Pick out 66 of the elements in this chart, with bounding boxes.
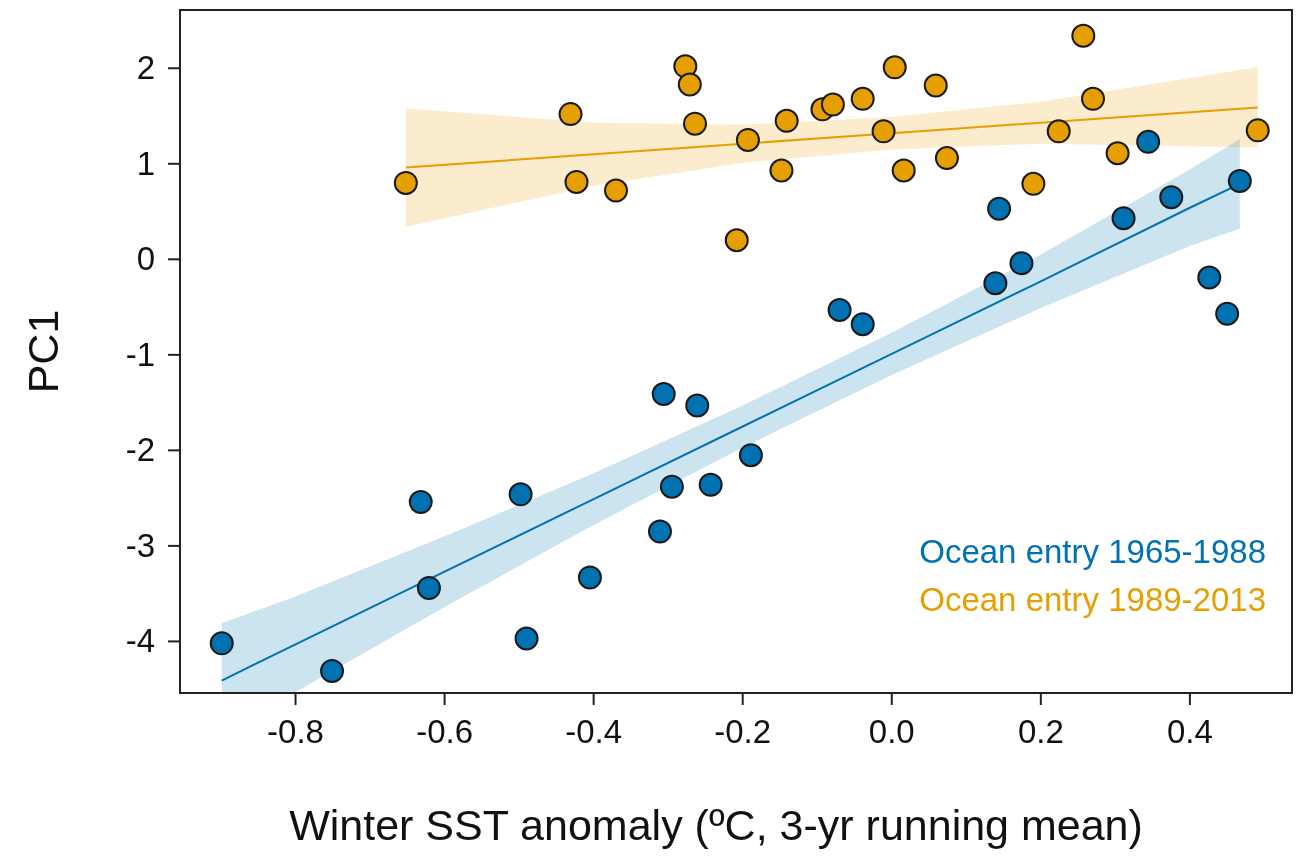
point xyxy=(983,271,1008,296)
line-series xyxy=(404,106,1259,169)
point xyxy=(1021,171,1046,196)
point xyxy=(882,55,907,80)
point xyxy=(934,146,959,171)
point xyxy=(1245,118,1270,143)
point xyxy=(820,92,845,117)
point xyxy=(1111,206,1136,231)
point xyxy=(738,443,763,468)
y-tick-label: 1 xyxy=(136,144,155,182)
point xyxy=(514,626,539,651)
point xyxy=(393,170,418,195)
point xyxy=(320,659,345,684)
y-tick-label: -1 xyxy=(125,335,155,373)
y-axis-title: PC1 xyxy=(19,309,67,394)
point xyxy=(1227,168,1252,193)
point xyxy=(558,102,583,127)
point xyxy=(698,472,723,497)
point xyxy=(508,482,533,507)
point xyxy=(1081,86,1105,111)
point xyxy=(209,631,234,656)
point xyxy=(577,565,602,590)
point xyxy=(769,158,794,183)
text: Ocean entry 1989-2013 xyxy=(919,581,1266,618)
point xyxy=(871,119,896,144)
point xyxy=(604,178,629,203)
point xyxy=(683,111,708,136)
y-tick-label: 0 xyxy=(136,240,155,278)
x-tick-label: 0.2 xyxy=(1017,713,1064,750)
x-tick-label: -0.8 xyxy=(267,713,324,750)
point xyxy=(564,169,589,194)
point xyxy=(416,575,441,600)
point xyxy=(774,108,799,133)
point xyxy=(1105,141,1130,166)
y-tick-label: -4 xyxy=(125,622,155,660)
point xyxy=(724,228,749,253)
point xyxy=(987,196,1012,221)
point xyxy=(685,393,710,418)
point xyxy=(677,72,702,97)
x-tick-label: -0.4 xyxy=(565,713,623,750)
point xyxy=(850,312,875,337)
point xyxy=(1197,265,1222,290)
point xyxy=(735,127,760,152)
point xyxy=(408,489,433,514)
point xyxy=(1215,301,1240,326)
x-tick-label: 0.0 xyxy=(868,713,915,750)
point xyxy=(1046,119,1071,144)
text: Ocean entry 1965-1988 xyxy=(919,533,1266,570)
x-tick-label: 0.4 xyxy=(1166,713,1213,750)
point xyxy=(923,73,948,98)
y-tick-label: 2 xyxy=(136,49,155,87)
point xyxy=(659,474,684,499)
point xyxy=(850,86,875,111)
point xyxy=(827,297,852,322)
point xyxy=(1136,129,1161,154)
point xyxy=(891,158,916,183)
y-tick-label: -3 xyxy=(125,526,155,564)
point xyxy=(647,519,672,544)
y-tick-label: -2 xyxy=(125,431,155,469)
point xyxy=(1159,185,1184,210)
point xyxy=(651,382,676,407)
point xyxy=(1071,23,1096,48)
point xyxy=(1009,251,1034,276)
x-tick-label: -0.6 xyxy=(416,713,474,750)
x-axis-title: Winter SST anomaly (ºC, 3-yr running mean) xyxy=(289,801,1143,849)
x-tick-label: -0.2 xyxy=(714,713,772,750)
